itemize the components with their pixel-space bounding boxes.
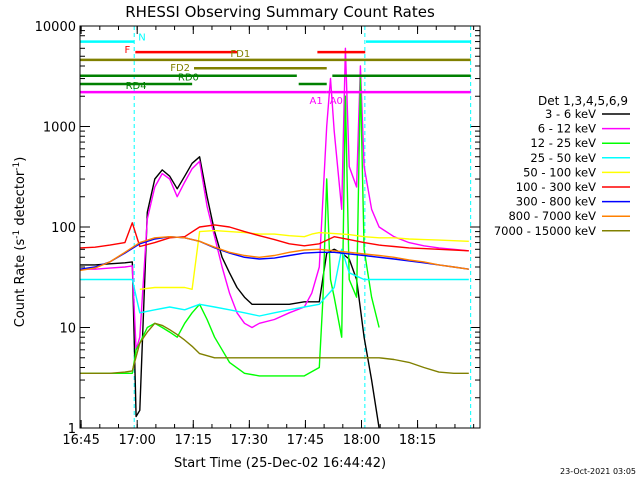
x-tick-label: 16:45 bbox=[62, 433, 99, 448]
state-bar-label: RD0 bbox=[178, 73, 199, 84]
y-tick-label: 100 bbox=[51, 221, 76, 236]
x-tick-label: 17:30 bbox=[231, 433, 268, 448]
x-tick-label: 17:15 bbox=[175, 433, 212, 448]
state-bar-label: FD2 bbox=[170, 63, 190, 74]
axis-layer bbox=[80, 25, 480, 429]
y-tick-label: 10000 bbox=[35, 20, 76, 35]
legend-label: 3 - 6 keV bbox=[545, 107, 596, 121]
y-axis-label-mid: detector bbox=[13, 170, 28, 230]
y-tick-label: 1000 bbox=[43, 121, 76, 136]
x-axis-label: Start Time (25-Dec-02 16:44:42) bbox=[174, 456, 386, 471]
x-tick-labels: 16:45 17:00 17:15 17:30 17:45 18:00 18:15 bbox=[62, 433, 436, 448]
legend-label: 800 - 7000 keV bbox=[508, 209, 596, 223]
x-tick-label: 18:00 bbox=[343, 433, 380, 448]
y-axis-label-sup1: -1 bbox=[12, 230, 22, 239]
x-tick-label: 18:15 bbox=[399, 433, 436, 448]
series-line-3 bbox=[80, 248, 469, 317]
x-tick-label: 17:45 bbox=[287, 433, 324, 448]
legend-label: 12 - 25 keV bbox=[530, 136, 596, 150]
y-axis-label-end: ) bbox=[13, 157, 28, 162]
state-bar-label: A1 bbox=[310, 96, 323, 107]
y-tick-label: 1 bbox=[68, 422, 76, 437]
series-line-8 bbox=[80, 322, 469, 374]
legend-label: 300 - 800 keV bbox=[516, 195, 596, 209]
y-axis-label: Count Rate (s-1 detector-1) bbox=[12, 157, 28, 328]
y-axis-label-sup2: -1 bbox=[12, 162, 22, 171]
state-bar-label: F bbox=[125, 45, 131, 56]
legend-label: 7000 - 15000 keV bbox=[494, 224, 596, 238]
chart-title: RHESSI Observing Summary Count Rates bbox=[125, 3, 435, 21]
state-bar-label: N bbox=[138, 33, 145, 44]
state-bar-label: RD4 bbox=[126, 81, 147, 92]
legend-label: 6 - 12 keV bbox=[538, 122, 596, 136]
legend-label: 100 - 300 keV bbox=[516, 180, 596, 194]
legend-label: 50 - 100 keV bbox=[523, 165, 596, 179]
series-line-6 bbox=[79, 236, 469, 270]
y-tick-labels: 1 10 100 1000 10000 bbox=[35, 20, 76, 437]
legend-label: 25 - 50 keV bbox=[530, 151, 596, 165]
state-bar-label: A0 bbox=[330, 96, 343, 107]
y-axis-label-main: Count Rate (s bbox=[13, 239, 28, 328]
series-line-4 bbox=[139, 229, 469, 290]
state-bar-label: FD1 bbox=[230, 49, 250, 60]
plot-frame bbox=[79, 25, 481, 429]
footer-date: 23-Oct-2021 03:05 bbox=[560, 467, 636, 476]
series-line-1 bbox=[80, 47, 469, 351]
x-tick-label: 17:00 bbox=[118, 433, 155, 448]
series-line-7 bbox=[79, 236, 469, 272]
legend-title: Det 1,3,4,5,6,9 bbox=[538, 94, 628, 108]
y-tick-label: 10 bbox=[59, 322, 76, 337]
series-line-5 bbox=[79, 222, 469, 252]
